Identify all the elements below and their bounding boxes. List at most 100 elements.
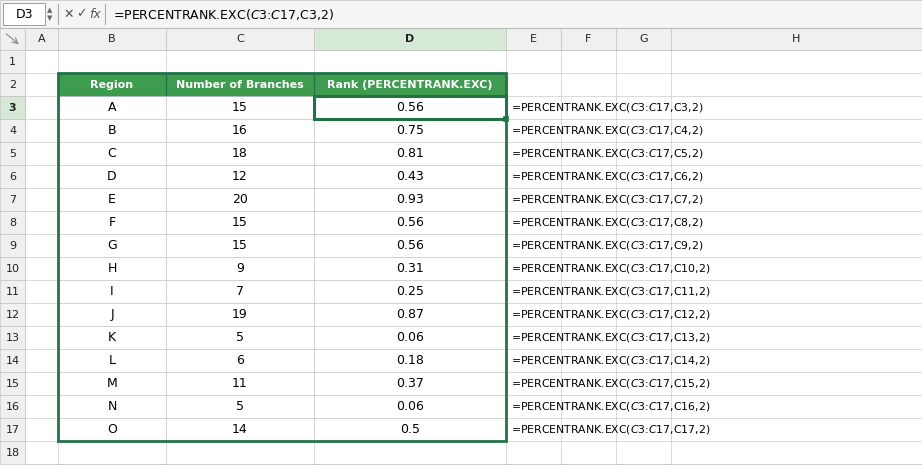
Text: =PERCENTRANK.EXC($C$3:$C$17,C17,2): =PERCENTRANK.EXC($C$3:$C$17,C17,2) bbox=[511, 423, 710, 436]
Text: =PERCENTRANK.EXC($C$3:$C$17,C13,2): =PERCENTRANK.EXC($C$3:$C$17,C13,2) bbox=[511, 331, 710, 344]
Text: E: E bbox=[108, 193, 116, 206]
Bar bbox=[314, 119, 506, 142]
Text: 0.56: 0.56 bbox=[396, 101, 424, 114]
Bar bbox=[58, 165, 166, 188]
Text: 6: 6 bbox=[236, 354, 244, 367]
Text: 0.93: 0.93 bbox=[396, 193, 424, 206]
Text: 12: 12 bbox=[232, 170, 248, 183]
Bar bbox=[314, 188, 506, 211]
Bar bbox=[314, 372, 506, 395]
Bar bbox=[0, 142, 25, 165]
Text: fx: fx bbox=[89, 8, 100, 21]
Text: 7: 7 bbox=[236, 285, 244, 298]
Text: 8: 8 bbox=[9, 218, 16, 227]
Bar bbox=[0, 395, 25, 418]
Bar bbox=[314, 303, 506, 326]
Bar bbox=[166, 73, 314, 96]
Text: 9: 9 bbox=[9, 241, 16, 250]
Bar bbox=[166, 188, 314, 211]
Text: ✕: ✕ bbox=[64, 8, 75, 21]
Bar bbox=[616, 28, 671, 50]
Text: 10: 10 bbox=[6, 264, 19, 273]
Bar bbox=[166, 418, 314, 441]
Text: ▲: ▲ bbox=[47, 7, 53, 13]
Bar bbox=[166, 28, 314, 50]
Text: =PERCENTRANK.EXC($C$3:$C$17,C10,2): =PERCENTRANK.EXC($C$3:$C$17,C10,2) bbox=[511, 262, 710, 275]
Bar bbox=[0, 165, 25, 188]
Text: 4: 4 bbox=[9, 126, 16, 136]
Text: 14: 14 bbox=[6, 356, 19, 365]
Text: D: D bbox=[406, 34, 415, 44]
Text: 5: 5 bbox=[236, 400, 244, 413]
Text: =PERCENTRANK.EXC($C$3:$C$17,C11,2): =PERCENTRANK.EXC($C$3:$C$17,C11,2) bbox=[511, 285, 710, 298]
Text: M: M bbox=[107, 377, 117, 390]
Bar bbox=[314, 73, 506, 96]
Text: Number of Branches: Number of Branches bbox=[176, 80, 304, 90]
Text: =PERCENTRANK.EXC($C$3:$C$17,C3,2): =PERCENTRANK.EXC($C$3:$C$17,C3,2) bbox=[113, 7, 334, 22]
Text: G: G bbox=[639, 34, 648, 44]
Bar bbox=[314, 326, 506, 349]
Bar bbox=[314, 257, 506, 280]
Text: =PERCENTRANK.EXC($C$3:$C$17,C6,2): =PERCENTRANK.EXC($C$3:$C$17,C6,2) bbox=[511, 170, 703, 183]
Text: =PERCENTRANK.EXC($C$3:$C$17,C12,2): =PERCENTRANK.EXC($C$3:$C$17,C12,2) bbox=[511, 308, 710, 321]
Bar bbox=[0, 211, 25, 234]
Text: F: F bbox=[109, 216, 115, 229]
Bar bbox=[58, 211, 166, 234]
Bar bbox=[166, 165, 314, 188]
Text: 15: 15 bbox=[6, 378, 19, 388]
Bar bbox=[166, 372, 314, 395]
Text: A: A bbox=[108, 101, 116, 114]
Text: N: N bbox=[107, 400, 117, 413]
Bar bbox=[503, 116, 508, 121]
Text: 7: 7 bbox=[9, 195, 16, 204]
Text: Rank (PERCENTRANK.EXC): Rank (PERCENTRANK.EXC) bbox=[327, 80, 492, 90]
Bar bbox=[314, 280, 506, 303]
Bar bbox=[166, 96, 314, 119]
Text: =PERCENTRANK.EXC($C$3:$C$17,C14,2): =PERCENTRANK.EXC($C$3:$C$17,C14,2) bbox=[511, 354, 710, 367]
Bar bbox=[166, 395, 314, 418]
Bar bbox=[58, 28, 166, 50]
Text: 0.56: 0.56 bbox=[396, 239, 424, 252]
Bar bbox=[166, 119, 314, 142]
Text: ▼: ▼ bbox=[47, 15, 53, 21]
Text: 5: 5 bbox=[9, 149, 16, 159]
Text: 13: 13 bbox=[6, 333, 19, 342]
Text: L: L bbox=[109, 354, 115, 367]
Text: 0.87: 0.87 bbox=[396, 308, 424, 321]
Text: 18: 18 bbox=[6, 447, 19, 457]
Text: H: H bbox=[107, 262, 117, 275]
Text: 0.5: 0.5 bbox=[400, 423, 420, 436]
Text: J: J bbox=[111, 308, 113, 321]
Text: D: D bbox=[107, 170, 117, 183]
Text: I: I bbox=[111, 285, 113, 298]
Bar bbox=[314, 349, 506, 372]
Text: 15: 15 bbox=[232, 101, 248, 114]
Bar bbox=[58, 234, 166, 257]
Text: =PERCENTRANK.EXC($C$3:$C$17,C9,2): =PERCENTRANK.EXC($C$3:$C$17,C9,2) bbox=[511, 239, 703, 252]
Text: A: A bbox=[38, 34, 45, 44]
Text: 0.06: 0.06 bbox=[396, 331, 424, 344]
Bar bbox=[166, 349, 314, 372]
Text: =PERCENTRANK.EXC($C$3:$C$17,C3,2): =PERCENTRANK.EXC($C$3:$C$17,C3,2) bbox=[511, 101, 703, 114]
Bar bbox=[0, 326, 25, 349]
Bar bbox=[671, 28, 922, 50]
Bar bbox=[58, 418, 166, 441]
Bar bbox=[0, 349, 25, 372]
Text: 0.75: 0.75 bbox=[396, 124, 424, 137]
Bar bbox=[314, 142, 506, 165]
Text: B: B bbox=[108, 34, 116, 44]
Text: =PERCENTRANK.EXC($C$3:$C$17,C7,2): =PERCENTRANK.EXC($C$3:$C$17,C7,2) bbox=[511, 193, 703, 206]
Bar bbox=[58, 349, 166, 372]
Bar bbox=[314, 418, 506, 441]
Text: 16: 16 bbox=[6, 401, 19, 411]
Bar bbox=[166, 280, 314, 303]
Text: C: C bbox=[108, 147, 116, 160]
Bar bbox=[0, 441, 25, 464]
Text: F: F bbox=[585, 34, 592, 44]
Bar bbox=[166, 257, 314, 280]
Text: 0.18: 0.18 bbox=[396, 354, 424, 367]
Bar bbox=[314, 234, 506, 257]
Bar bbox=[58, 119, 166, 142]
Bar bbox=[3, 3, 45, 25]
Text: 1: 1 bbox=[9, 56, 16, 67]
